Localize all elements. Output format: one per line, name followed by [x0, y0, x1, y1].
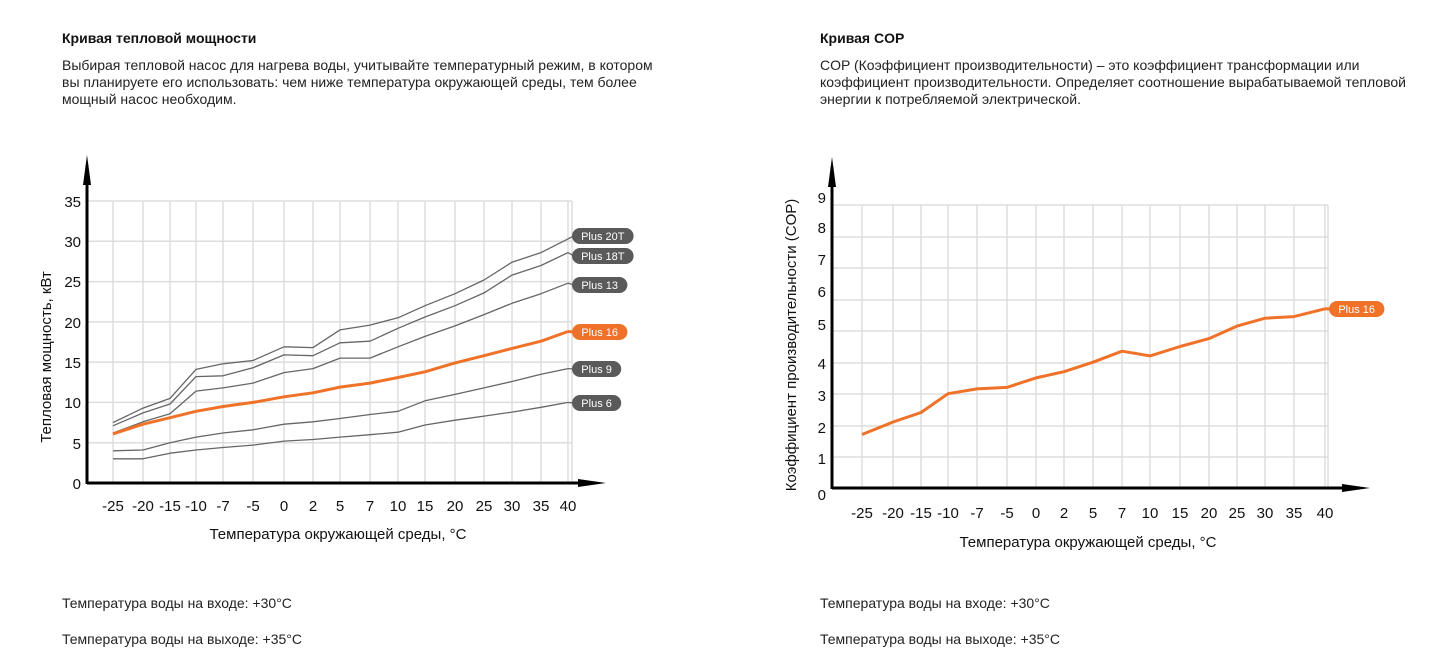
y-tick-label: 1: [818, 451, 826, 468]
x-axis-arrow-icon: [1342, 484, 1370, 492]
y-tick-label: 10: [64, 395, 81, 412]
x-tick-label: 10: [1142, 505, 1159, 522]
water-outlet-temp: Температура воды на выходе: +35°C: [62, 631, 302, 647]
series-line-plus-16: [861, 307, 1326, 436]
x-tick-label: 10: [390, 498, 407, 515]
x-tick-label: -15: [910, 505, 932, 522]
series-badge: [572, 361, 622, 377]
x-axis-arrow-icon: [578, 479, 606, 487]
cop-description: COP (Коэффициент производительности) – э…: [820, 57, 1406, 107]
series-badge-label: Plus 6: [581, 398, 612, 410]
y-tick-label: 35: [64, 194, 81, 211]
y-axis-arrow-icon: [828, 157, 836, 187]
series-badge-label: Plus 18T: [581, 251, 625, 263]
y-tick-label: 8: [818, 220, 826, 237]
series-line-plus-6: [113, 401, 569, 460]
x-tick-label: 20: [1201, 505, 1218, 522]
x-tick-label: -15: [159, 498, 181, 515]
y-tick-label: 9: [818, 190, 826, 207]
x-tick-label: 2: [1060, 505, 1068, 522]
y-tick-label: 5: [818, 317, 826, 334]
x-tick-label: 40: [1317, 505, 1334, 522]
y-axis-arrow-icon: [83, 155, 91, 185]
x-axis-title: Температура окружающей среды, °C: [209, 526, 466, 543]
x-tick-label: 25: [476, 498, 493, 515]
y-tick-label: 20: [64, 315, 81, 332]
y-tick-label: 25: [64, 274, 81, 291]
x-tick-label: -10: [937, 505, 959, 522]
series-line-plus-18t: [112, 252, 569, 427]
water-inlet-temp: Температура воды на входе: +30°C: [62, 595, 292, 611]
y-tick-label: 4: [818, 356, 826, 373]
series-badge-label: Plus 9: [581, 364, 612, 376]
x-tick-label: -25: [102, 498, 124, 515]
y-axis-title: Тепловая мощность, кВт: [38, 271, 55, 443]
series-badge: [572, 248, 634, 264]
x-tick-label: 35: [1286, 505, 1303, 522]
series-badge-label: Plus 20T: [581, 231, 625, 243]
series-badge-label: Plus 16: [1338, 304, 1375, 316]
y-tick-label: 5: [73, 436, 81, 453]
x-tick-label: -20: [132, 498, 154, 515]
y-tick-label: 30: [64, 234, 81, 251]
x-tick-label: 7: [366, 498, 374, 515]
series-line-plus-9: [112, 367, 569, 452]
y-tick-label: 0: [818, 487, 826, 504]
x-tick-label: 25: [1229, 505, 1246, 522]
x-tick-label: 0: [1032, 505, 1040, 522]
x-tick-label: 15: [417, 498, 434, 515]
x-tick-label: 30: [504, 498, 521, 515]
y-tick-label: 6: [818, 284, 826, 301]
x-tick-label: 30: [1257, 505, 1274, 522]
x-tick-label: 5: [1089, 505, 1097, 522]
y-tick-label: 7: [818, 252, 826, 269]
x-tick-label: 35: [533, 498, 550, 515]
series-badge: [572, 395, 622, 411]
series-line-plus-20t: [112, 238, 569, 424]
y-tick-label: 15: [64, 355, 81, 372]
x-tick-label: 20: [447, 498, 464, 515]
series-line-plus-16: [112, 330, 569, 436]
series-badge: [1329, 301, 1385, 317]
heat-output-description: Выбирая тепловой насос для нагрева воды,…: [62, 57, 653, 107]
x-tick-label: 7: [1118, 505, 1126, 522]
x-tick-label: 2: [309, 498, 317, 515]
series-badge: [572, 324, 628, 340]
y-tick-label: 3: [818, 388, 826, 405]
x-tick-label: -7: [970, 505, 983, 522]
x-tick-label: -7: [216, 498, 229, 515]
x-tick-label: -10: [185, 498, 207, 515]
x-tick-label: 5: [336, 498, 344, 515]
heat-output-title: Кривая тепловой мощности: [62, 30, 257, 46]
series-line-plus-13: [112, 282, 569, 434]
cop-title: Кривая COP: [820, 30, 905, 46]
x-tick-label: 15: [1172, 505, 1189, 522]
water-inlet-temp: Температура воды на входе: +30°C: [820, 595, 1050, 611]
series-badge: [572, 228, 634, 244]
series-badge: [572, 277, 628, 293]
x-tick-label: -5: [1000, 505, 1013, 522]
x-tick-label: -5: [246, 498, 259, 515]
x-axis-title: Температура окружающей среды, °C: [959, 534, 1216, 551]
y-tick-label: 0: [73, 476, 81, 493]
water-outlet-temp: Температура воды на выходе: +35°C: [820, 631, 1060, 647]
y-tick-label: 2: [818, 420, 826, 437]
series-badge-label: Plus 16: [581, 327, 618, 339]
series-badge-label: Plus 13: [581, 280, 618, 292]
x-tick-label: -20: [882, 505, 904, 522]
x-tick-label: -25: [851, 505, 873, 522]
y-axis-title: Коэффициент производительности (COP): [783, 199, 800, 492]
x-tick-label: 0: [280, 498, 288, 515]
x-tick-label: 40: [560, 498, 577, 515]
